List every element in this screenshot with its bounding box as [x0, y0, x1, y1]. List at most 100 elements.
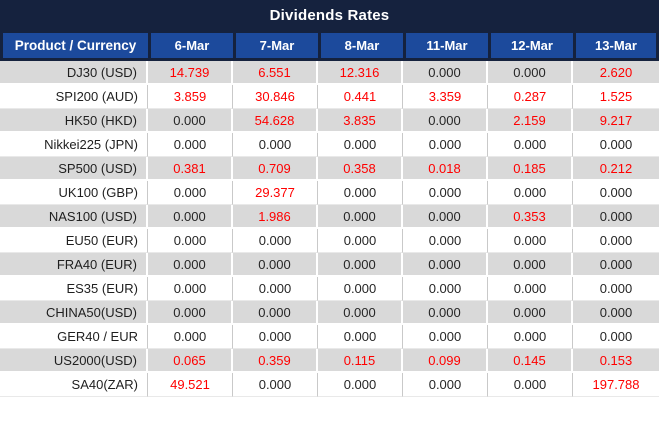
table-body: DJ30 (USD) 14.739 6.551 12.316 0.000 0.0… [0, 61, 659, 397]
product-cell: DJ30 (USD) [0, 61, 148, 85]
rate-cell: 0.000 [403, 301, 488, 325]
table-row: UK100 (GBP) 0.000 29.377 0.000 0.000 0.0… [0, 181, 659, 205]
rate-cell: 2.620 [573, 61, 659, 85]
column-header-date: 13-Mar [573, 31, 659, 61]
column-header-date: 12-Mar [488, 31, 573, 61]
rate-cell: 0.000 [488, 277, 573, 301]
rate-cell: 30.846 [233, 85, 318, 109]
rate-cell: 0.099 [403, 349, 488, 373]
rate-cell: 0.000 [318, 325, 403, 349]
column-header-date: 6-Mar [148, 31, 233, 61]
rate-cell: 197.788 [573, 373, 659, 397]
rate-cell: 2.159 [488, 109, 573, 133]
dividends-table: Product / Currency 6-Mar 7-Mar 8-Mar 11-… [0, 31, 659, 397]
rate-cell: 0.000 [318, 373, 403, 397]
rate-cell: 0.000 [318, 277, 403, 301]
rate-cell: 1.525 [573, 85, 659, 109]
rate-cell: 0.000 [233, 301, 318, 325]
rate-cell: 0.709 [233, 157, 318, 181]
table-row: FRA40 (EUR) 0.000 0.000 0.000 0.000 0.00… [0, 253, 659, 277]
rate-cell: 0.000 [318, 253, 403, 277]
rate-cell: 0.000 [233, 253, 318, 277]
product-cell: NAS100 (USD) [0, 205, 148, 229]
rate-cell: 0.353 [488, 205, 573, 229]
rate-cell: 0.000 [233, 277, 318, 301]
rate-cell: 0.000 [488, 61, 573, 85]
rate-cell: 0.000 [403, 229, 488, 253]
rate-cell: 0.000 [488, 133, 573, 157]
rate-cell: 0.153 [573, 349, 659, 373]
rate-cell: 0.000 [403, 205, 488, 229]
page-title: Dividends Rates [269, 7, 390, 24]
rate-cell: 9.217 [573, 109, 659, 133]
rate-cell: 0.000 [488, 181, 573, 205]
rate-cell: 0.000 [488, 325, 573, 349]
rate-cell: 0.000 [318, 301, 403, 325]
rate-cell: 0.000 [148, 133, 233, 157]
product-cell: SP500 (USD) [0, 157, 148, 181]
rate-cell: 0.000 [148, 109, 233, 133]
rate-cell: 0.000 [573, 181, 659, 205]
column-header-product: Product / Currency [0, 31, 148, 61]
rate-cell: 0.212 [573, 157, 659, 181]
rate-cell: 0.145 [488, 349, 573, 373]
rate-cell: 0.000 [573, 301, 659, 325]
product-cell: SPI200 (AUD) [0, 85, 148, 109]
rate-cell: 0.000 [403, 133, 488, 157]
table-row: ES35 (EUR) 0.000 0.000 0.000 0.000 0.000… [0, 277, 659, 301]
rate-cell: 0.000 [233, 325, 318, 349]
rate-cell: 0.000 [403, 253, 488, 277]
rate-cell: 29.377 [233, 181, 318, 205]
rate-cell: 3.359 [403, 85, 488, 109]
table-row: US2000(USD) 0.065 0.359 0.115 0.099 0.14… [0, 349, 659, 373]
rate-cell: 0.358 [318, 157, 403, 181]
rate-cell: 0.000 [318, 181, 403, 205]
rate-cell: 0.000 [403, 181, 488, 205]
rate-cell: 0.000 [318, 205, 403, 229]
rate-cell: 0.000 [148, 181, 233, 205]
rate-cell: 0.000 [148, 325, 233, 349]
rate-cell: 0.000 [403, 277, 488, 301]
rate-cell: 0.000 [573, 277, 659, 301]
rate-cell: 0.000 [488, 253, 573, 277]
rate-cell: 0.000 [403, 61, 488, 85]
rate-cell: 0.000 [488, 229, 573, 253]
product-cell: CHINA50(USD) [0, 301, 148, 325]
rate-cell: 12.316 [318, 61, 403, 85]
rate-cell: 0.018 [403, 157, 488, 181]
product-cell: GER40 / EUR [0, 325, 148, 349]
rate-cell: 0.000 [148, 253, 233, 277]
rate-cell: 0.000 [318, 229, 403, 253]
rate-cell: 6.551 [233, 61, 318, 85]
product-cell: US2000(USD) [0, 349, 148, 373]
product-cell: Nikkei225 (JPN) [0, 133, 148, 157]
rate-cell: 0.000 [233, 373, 318, 397]
product-cell: EU50 (EUR) [0, 229, 148, 253]
rate-cell: 0.000 [488, 301, 573, 325]
table-row: NAS100 (USD) 0.000 1.986 0.000 0.000 0.3… [0, 205, 659, 229]
table-row: HK50 (HKD) 0.000 54.628 3.835 0.000 2.15… [0, 109, 659, 133]
rate-cell: 0.000 [573, 253, 659, 277]
rate-cell: 0.000 [403, 109, 488, 133]
rate-cell: 0.000 [573, 229, 659, 253]
rate-cell: 14.739 [148, 61, 233, 85]
rate-cell: 0.000 [148, 205, 233, 229]
title-bar: Dividends Rates [0, 0, 659, 31]
table-row: Nikkei225 (JPN) 0.000 0.000 0.000 0.000 … [0, 133, 659, 157]
rate-cell: 0.287 [488, 85, 573, 109]
rate-cell: 3.835 [318, 109, 403, 133]
table-row: DJ30 (USD) 14.739 6.551 12.316 0.000 0.0… [0, 61, 659, 85]
product-cell: FRA40 (EUR) [0, 253, 148, 277]
rate-cell: 0.000 [403, 325, 488, 349]
rate-cell: 0.000 [148, 277, 233, 301]
rate-cell: 0.115 [318, 349, 403, 373]
rate-cell: 0.441 [318, 85, 403, 109]
rate-cell: 0.000 [148, 301, 233, 325]
table-row: GER40 / EUR 0.000 0.000 0.000 0.000 0.00… [0, 325, 659, 349]
table-row: SPI200 (AUD) 3.859 30.846 0.441 3.359 0.… [0, 85, 659, 109]
column-header-date: 8-Mar [318, 31, 403, 61]
rate-cell: 0.000 [233, 133, 318, 157]
rate-cell: 0.381 [148, 157, 233, 181]
rate-cell: 1.986 [233, 205, 318, 229]
table-row: SA40(ZAR) 49.521 0.000 0.000 0.000 0.000… [0, 373, 659, 397]
